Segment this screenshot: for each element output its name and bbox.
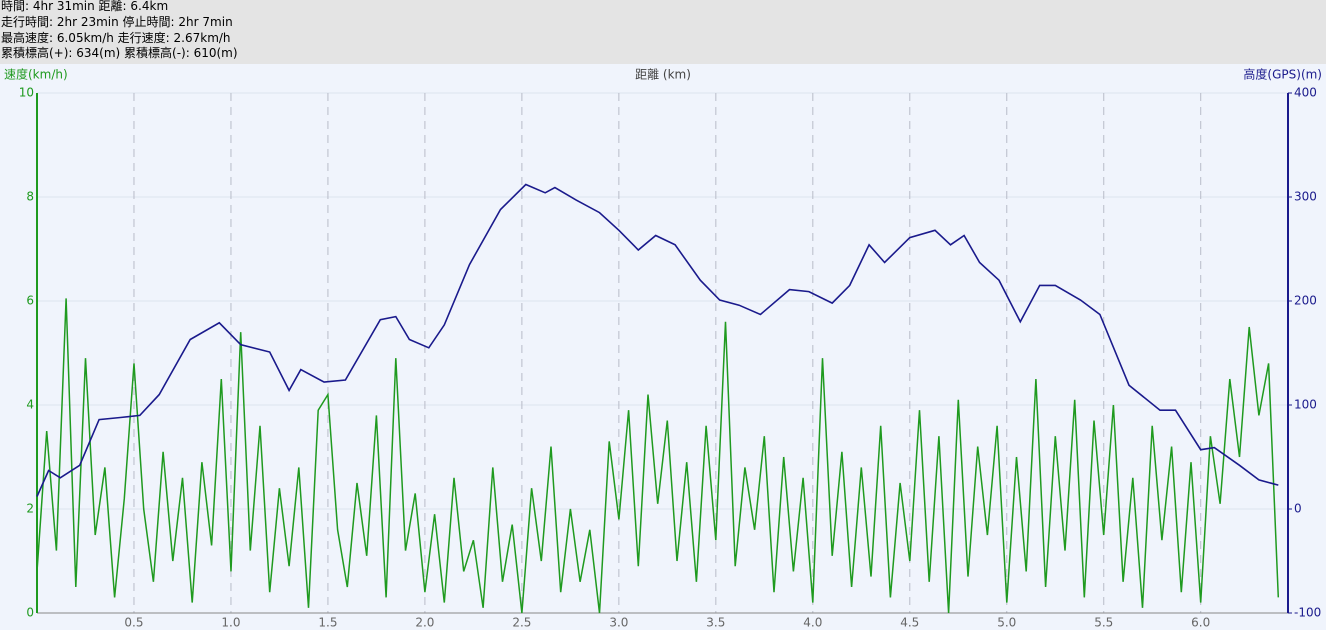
data-line — [36, 298, 1280, 614]
y2-tick-label: 0 — [1294, 502, 1302, 516]
x-tick-label: 1.5 — [318, 616, 337, 630]
x-tick-label: 4.5 — [900, 616, 919, 630]
y2-tick-label: -100 — [1294, 606, 1321, 620]
x-tick-label: 2.0 — [415, 616, 434, 630]
x-tick-label: 2.5 — [512, 616, 531, 630]
x-tick-label: 0.5 — [124, 616, 143, 630]
stat-line: 走行時間: 2hr 23min 停止時間: 2hr 7min — [1, 14, 233, 29]
y2-tick-label: 400 — [1294, 86, 1317, 100]
data-line — [36, 183, 1279, 497]
stat-line: 時間: 4hr 31min 距離: 6.4km — [1, 0, 168, 13]
y-tick-label: 6 — [26, 294, 34, 308]
stat-line: 最高速度: 6.05km/h 走行速度: 2.67km/h — [1, 30, 231, 45]
y-tick-label: 0 — [26, 606, 34, 620]
x-axis-label: 距離 (km) — [635, 68, 691, 82]
y2-tick-label: 300 — [1294, 190, 1317, 204]
y-tick-label: 4 — [26, 398, 34, 412]
y2-tick-label: 200 — [1294, 294, 1317, 308]
y-tick-label: 8 — [26, 190, 34, 204]
y2-axis-label: 高度(GPS)(m) — [1243, 67, 1322, 82]
header-bg — [0, 0, 1326, 64]
x-tick-label: 5.5 — [1094, 616, 1113, 630]
x-tick-label: 1.0 — [221, 616, 240, 630]
stat-line: 累積標高(+): 634(m) 累積標高(-): 610(m) — [1, 45, 238, 60]
y-axis-label: 速度(km/h) — [4, 67, 68, 82]
x-tick-label: 3.5 — [706, 616, 725, 630]
y2-tick-label: 100 — [1294, 398, 1317, 412]
x-tick-label: 6.0 — [1191, 616, 1210, 630]
plot-bg — [0, 64, 1326, 630]
y-tick-label: 10 — [19, 86, 34, 100]
y-tick-label: 2 — [26, 502, 34, 516]
x-tick-label: 4.0 — [803, 616, 822, 630]
x-tick-label: 5.0 — [997, 616, 1016, 630]
x-tick-label: 3.0 — [609, 616, 628, 630]
